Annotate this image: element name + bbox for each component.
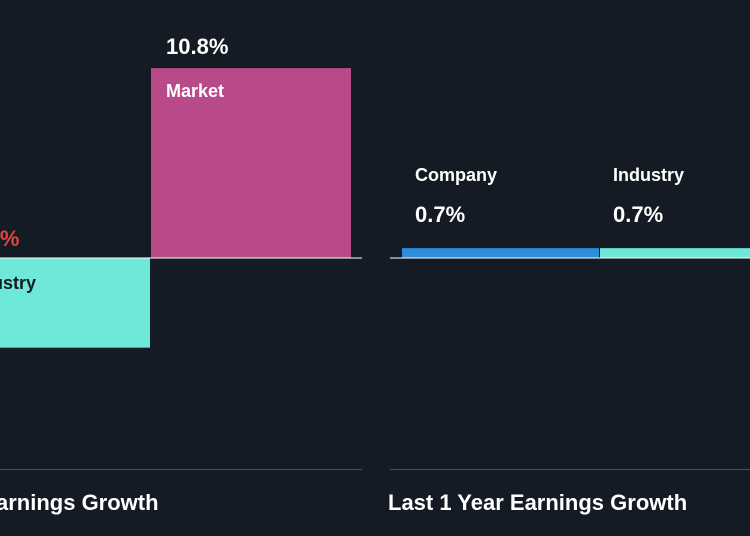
chart-title: arnings Growth xyxy=(0,490,159,515)
bar xyxy=(0,258,150,348)
value-label: 0.7% xyxy=(415,202,465,227)
value-label: 10.8% xyxy=(166,34,228,59)
category-label: Industry xyxy=(0,273,36,293)
bar xyxy=(151,68,351,258)
value-label: -5.1% xyxy=(0,226,19,251)
value-label: 0.7% xyxy=(613,202,663,227)
category-label: Company xyxy=(415,165,497,185)
category-label: Market xyxy=(166,81,224,101)
chart-title: Last 1 Year Earnings Growth xyxy=(388,490,687,515)
bar xyxy=(402,248,599,258)
bar xyxy=(600,248,750,258)
category-label: Industry xyxy=(613,165,684,185)
